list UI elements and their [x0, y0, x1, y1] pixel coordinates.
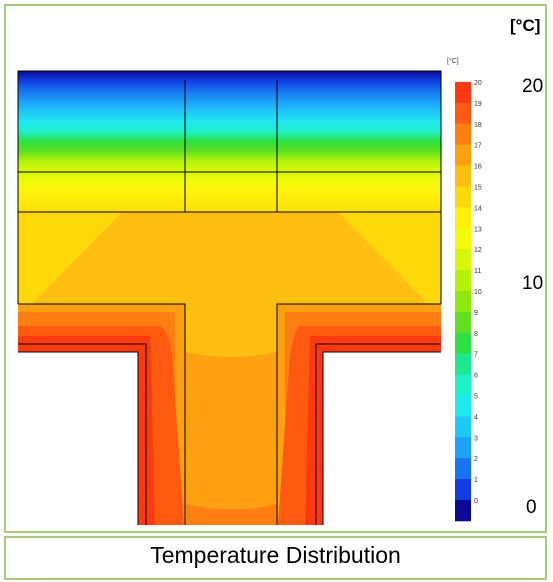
legend-label-2: 2: [474, 456, 478, 463]
legend-label-15: 15: [474, 185, 482, 192]
legend-label-20: 20: [474, 80, 482, 87]
legend-label-3: 3: [474, 435, 478, 442]
legend-label-13: 13: [474, 226, 482, 233]
stem-top-zone: [185, 304, 277, 357]
legend-swatch-4: [455, 416, 471, 438]
scale-label-top: 20: [522, 76, 544, 97]
legend-label-0: 0: [474, 498, 478, 505]
left-exterior: [18, 352, 138, 525]
figure-caption: Temperature Distribution: [150, 542, 401, 568]
legend-swatch-6: [455, 374, 471, 396]
legend-swatch-11: [455, 270, 471, 292]
legend-swatch-3: [455, 437, 471, 459]
legend-swatch-15: [455, 186, 471, 208]
legend-swatch-20: [455, 82, 471, 104]
slab-layers: [18, 71, 441, 212]
legend-swatch-1: [455, 479, 471, 501]
legend-label-12: 12: [474, 247, 482, 254]
legend-label-9: 9: [474, 310, 478, 317]
caption-frame: Temperature Distribution: [4, 536, 547, 580]
legend-label-10: 10: [474, 289, 482, 296]
legend-label-17: 17: [474, 143, 482, 150]
scale-label-middle: 10: [522, 273, 544, 294]
construction-lines: [17, 70, 442, 525]
middle-warm-zone: [32, 212, 428, 304]
legend-swatch-10: [455, 291, 471, 313]
legend-label-16: 16: [474, 164, 482, 171]
legend-swatch-8: [455, 332, 471, 355]
legend-swatch-19: [455, 102, 471, 125]
legend-swatches: [455, 82, 471, 522]
legend-unit: [°C]: [447, 57, 459, 65]
legend-swatch-17: [455, 144, 471, 166]
legend-label-8: 8: [474, 331, 478, 338]
section-drawing: [17, 70, 442, 525]
legend-swatch-5: [455, 395, 471, 417]
legend-label-7: 7: [474, 352, 478, 359]
legend-swatch-18: [455, 123, 471, 146]
unit-label: [°C]: [510, 16, 541, 35]
legend-swatch-14: [455, 207, 471, 229]
legend-label-14: 14: [474, 205, 482, 212]
right-exterior: [323, 352, 441, 525]
legend-label-19: 19: [474, 101, 482, 108]
legend-swatch-0: [455, 500, 471, 522]
legend-swatch-7: [455, 353, 471, 375]
legend-label-4: 4: [474, 414, 478, 421]
legend-label-1: 1: [474, 477, 478, 484]
legend-label-5: 5: [474, 394, 478, 401]
stem-bottom-zone: [185, 504, 277, 525]
scale-label-bottom: 0: [526, 497, 537, 518]
legend-swatch-16: [455, 165, 471, 187]
legend-swatch-2: [455, 458, 471, 480]
legend-swatch-9: [455, 311, 471, 334]
legend-swatch-12: [455, 249, 471, 271]
legend-swatch-13: [455, 228, 471, 250]
legend-label-11: 11: [474, 268, 481, 275]
legend-label-6: 6: [474, 373, 478, 380]
legend-label-18: 18: [474, 122, 482, 129]
